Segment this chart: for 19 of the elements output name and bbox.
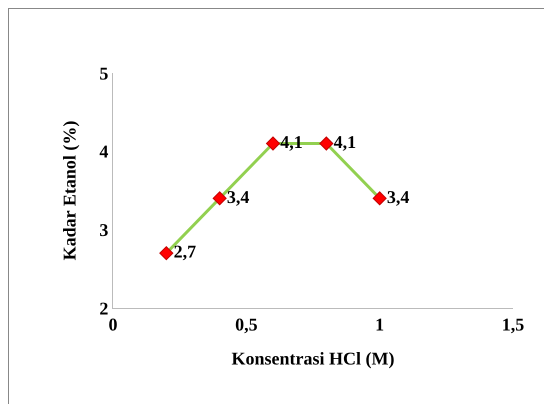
point xyxy=(159,246,174,260)
y-axis-title: Kadar Etanol (%) xyxy=(60,120,80,260)
x-tick-label: 1 xyxy=(375,314,384,335)
data-label: 3,4 xyxy=(226,186,250,207)
x-tick-label: 1,5 xyxy=(502,314,524,335)
x-tick-label: 0 xyxy=(108,314,118,335)
y-tick-label: 4 xyxy=(99,142,108,162)
y-tick-label: 2 xyxy=(99,298,108,318)
point xyxy=(266,136,280,150)
y-tick-label: 3 xyxy=(99,220,108,240)
x-axis-title: Konsentrasi HCl (M) xyxy=(232,348,394,369)
data-label: 2,7 xyxy=(174,242,196,262)
x-tick-label: 0,5 xyxy=(235,314,258,335)
point xyxy=(319,136,334,150)
data-label: 4,1 xyxy=(334,132,356,152)
point xyxy=(372,191,387,206)
point xyxy=(212,191,227,206)
y-tick-label: 5 xyxy=(99,63,108,84)
data-label: 3,4 xyxy=(386,186,410,207)
